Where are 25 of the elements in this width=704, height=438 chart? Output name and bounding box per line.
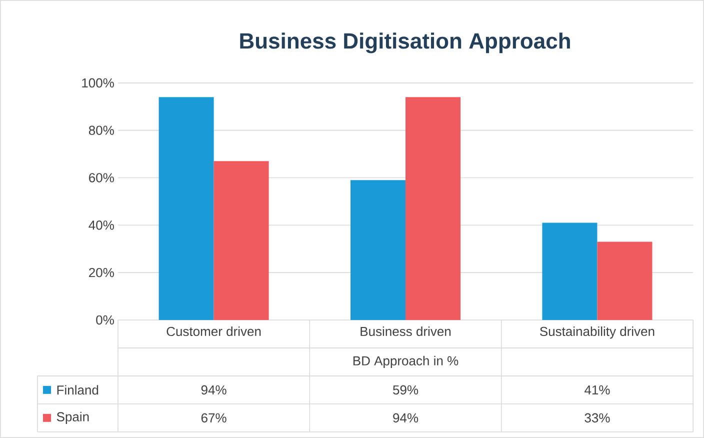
bar	[214, 161, 269, 320]
data-label: 94%	[393, 413, 418, 423]
x-tick-label: Customer driven	[166, 326, 261, 336]
legend-label: Finland	[57, 385, 98, 395]
y-tick-label: 100%	[82, 78, 114, 88]
data-label: 94%	[201, 385, 226, 395]
data-label: 33%	[584, 413, 610, 423]
data-label: 59%	[393, 385, 418, 395]
y-tick-label: 60%	[89, 173, 114, 182]
bar	[158, 97, 214, 320]
bar	[406, 97, 461, 320]
data-label: 41%	[584, 385, 610, 395]
data-label: 67%	[201, 413, 226, 423]
bar	[597, 242, 652, 320]
y-tick-label: 40%	[88, 220, 114, 230]
bar	[542, 222, 598, 320]
x-tick-label: Business driven	[360, 326, 451, 336]
y-tick-label: 0%	[96, 315, 114, 325]
y-tick-label: 80%	[88, 126, 114, 135]
bar	[350, 180, 406, 320]
x-tick-label: Sustainability driven	[540, 326, 654, 339]
legend-label: Spain	[56, 412, 89, 424]
x-axis-title: BD Approach in %	[353, 356, 458, 368]
y-tick-label: 20%	[89, 268, 114, 278]
chart-title: Business Digitisation Approach	[240, 32, 570, 54]
